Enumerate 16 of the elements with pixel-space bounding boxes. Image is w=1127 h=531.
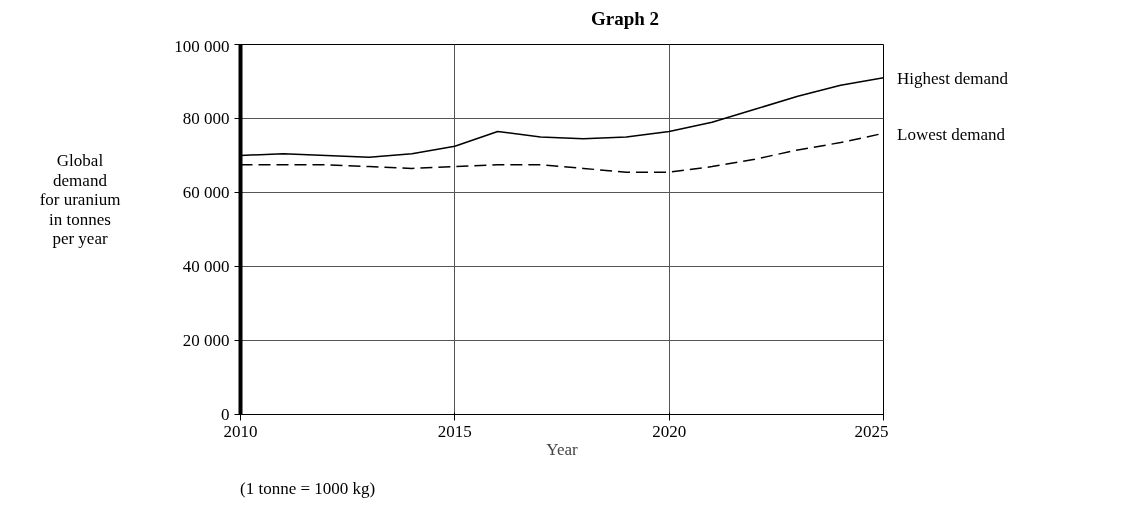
y-tick-label: 60 000 (182, 183, 230, 202)
x-tick-label: 2020 (652, 421, 687, 441)
x-tick-label: 2010 (223, 421, 258, 441)
y-tick-label: 40 000 (182, 257, 230, 276)
x-tick-label: 2025 (854, 421, 889, 441)
x-tick-label: 2015 (437, 421, 472, 441)
x-axis-title: Year (546, 439, 578, 459)
series-label: Highest demand (897, 68, 1008, 91)
y-tick-label: 0 (221, 405, 230, 424)
series-label: Lowest demand (897, 123, 1006, 146)
chart-title: Graph 2 (590, 7, 660, 31)
y-tick-label: 80 000 (182, 109, 230, 128)
y-axis-title: Global demand for uranium in tonnes per year (39, 151, 121, 249)
y-tick-label: 100 000 (174, 36, 230, 56)
text: (1 tonne = 1000 kg) (240, 478, 376, 500)
y-tick-label: 20 000 (182, 331, 230, 350)
